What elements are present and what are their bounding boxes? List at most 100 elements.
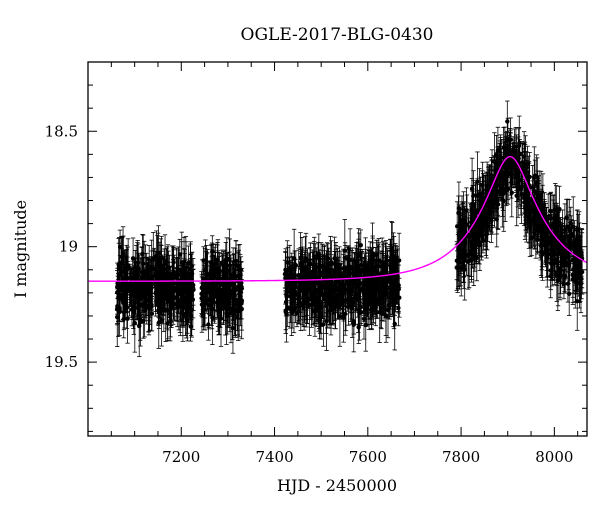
data-point	[136, 295, 141, 300]
data-point	[215, 257, 220, 262]
data-point	[202, 296, 208, 302]
data-point	[239, 298, 245, 303]
data-point	[217, 294, 223, 300]
data-point	[199, 285, 204, 291]
data-point	[289, 289, 294, 294]
data-point	[318, 302, 323, 307]
data-point	[378, 305, 384, 311]
data-point	[202, 301, 207, 307]
data-point	[303, 299, 309, 304]
data-point	[157, 288, 163, 293]
data-point	[124, 289, 130, 294]
data-point	[145, 270, 151, 276]
data-point	[190, 297, 196, 302]
data-point	[325, 293, 331, 298]
data-point	[167, 273, 172, 278]
data-point	[210, 266, 216, 271]
data-point	[382, 269, 387, 274]
data-point	[180, 300, 185, 306]
data-point	[160, 285, 166, 291]
data-point	[130, 256, 136, 261]
data-point	[212, 294, 218, 299]
data-point	[139, 290, 145, 295]
data-point	[177, 252, 182, 257]
data-point	[116, 266, 122, 271]
data-point	[295, 296, 301, 302]
data-point	[376, 276, 381, 281]
data-point	[285, 283, 290, 289]
data-point	[356, 307, 361, 312]
data-point	[351, 319, 357, 324]
data-point	[337, 313, 343, 319]
data-point	[225, 313, 230, 318]
data-point	[387, 276, 393, 282]
data-point	[370, 269, 375, 274]
data-point	[116, 305, 121, 311]
data-point	[299, 261, 305, 267]
data-point	[228, 272, 234, 277]
data-point	[380, 296, 385, 302]
data-point	[125, 316, 130, 321]
data-point	[372, 276, 377, 282]
data-point	[374, 252, 379, 257]
data-point	[169, 300, 174, 305]
data-point	[342, 248, 348, 253]
data-point	[362, 285, 367, 291]
data-point	[222, 271, 227, 277]
data-point	[383, 314, 389, 319]
data-point	[304, 284, 310, 289]
data-point	[233, 307, 238, 313]
data-point	[184, 311, 189, 316]
data-point	[282, 271, 288, 277]
data-point	[123, 295, 128, 300]
data-point	[218, 316, 224, 321]
data-point	[328, 262, 333, 267]
data-point	[342, 270, 347, 276]
data-point	[156, 251, 161, 256]
data-point	[230, 325, 236, 331]
data-point	[330, 305, 336, 311]
data-point	[182, 267, 187, 273]
data-point	[119, 282, 125, 287]
data-point	[312, 298, 318, 303]
data-point	[149, 311, 155, 316]
data-point	[394, 281, 400, 287]
data-point	[321, 264, 327, 270]
data-point	[209, 282, 214, 287]
data-point	[231, 276, 237, 281]
data-point	[394, 277, 399, 283]
data-point	[370, 300, 376, 305]
data-point	[147, 302, 152, 307]
data-point	[178, 286, 183, 292]
data-point	[356, 266, 361, 271]
data-point	[349, 279, 354, 284]
data-point	[343, 311, 348, 317]
data-point	[327, 300, 333, 306]
data-point	[165, 299, 170, 304]
data-point	[189, 307, 194, 312]
data-point	[284, 311, 289, 316]
data-point	[349, 302, 354, 308]
data-point	[296, 273, 301, 278]
data-point	[128, 288, 133, 293]
data-point	[321, 322, 326, 327]
data-point	[307, 303, 312, 308]
data-point	[392, 321, 397, 327]
data-point	[292, 273, 297, 278]
data-point	[238, 290, 244, 295]
data-point	[310, 293, 316, 299]
data-point	[373, 282, 378, 287]
data-layer	[114, 100, 585, 358]
data-point	[188, 266, 193, 271]
data-point	[290, 310, 295, 315]
data-point	[171, 285, 176, 291]
data-point	[138, 284, 143, 289]
data-point	[238, 284, 243, 289]
data-point	[320, 270, 325, 275]
data-point	[153, 290, 158, 296]
chart-title: OGLE-2017-BLG-0430	[241, 25, 434, 45]
data-point	[333, 301, 338, 306]
data-point	[336, 285, 341, 290]
data-point	[230, 307, 235, 313]
